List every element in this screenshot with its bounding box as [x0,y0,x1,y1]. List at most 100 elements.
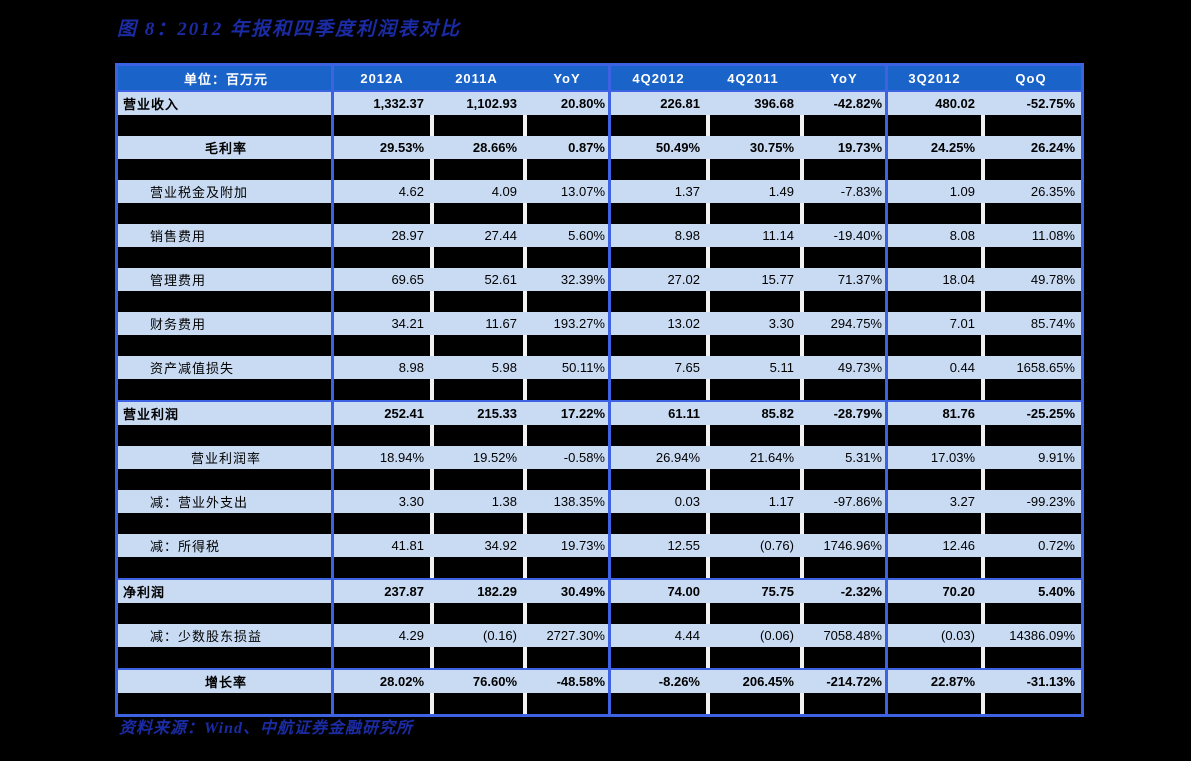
separator-cell [981,469,1081,490]
separator-cell [611,159,706,180]
table-row: 增长率 28.02% 76.60% -48.58% -8.26% 206.45% -214.… [118,668,1081,693]
row-label: 营业收入 [123,97,180,112]
value-cell: 12.55 [667,538,700,553]
separator-cell [334,159,430,180]
row-label: 减：所得税 [150,539,221,554]
separator-cell [430,159,523,180]
separator-cell [523,647,611,668]
value-cell: 70.20 [942,584,975,599]
value-cell: 28.66% [472,140,517,155]
group-divider-line [608,66,611,714]
separator-cell [706,425,800,446]
separator-cell [523,425,611,446]
value-cell: 3.30 [398,494,424,509]
separator-cell [888,335,981,356]
source-note: 资料来源：Wind、中航证券金融研究所 [119,720,413,737]
separator-cell [430,425,523,446]
column-header: QoQ [1015,70,1047,86]
value-cell: -97.86% [833,494,882,509]
value-cell: 49.78% [1030,272,1075,287]
separator-cell [706,159,800,180]
separator-cell [430,115,523,136]
row-label: 减：少数股东损益 [150,629,263,644]
value-cell: 5.11 [769,360,794,375]
value-cell: (0.76) [760,538,794,553]
value-cell: 4.09 [491,184,517,199]
row-label: 增长率 [204,675,247,690]
separator-cell [888,469,981,490]
table-row: 营业利润 252.41 215.33 17.22% 61.11 85.82 -28.79% 8… [118,400,1081,425]
separator-cell [800,335,888,356]
separator-cell [888,115,981,136]
value-cell: 7058.48% [823,628,882,643]
separator-cell [430,513,523,534]
separator-cell [888,603,981,624]
separator-cell [888,247,981,268]
value-cell: 8.98 [674,228,700,243]
separator-cell [118,603,334,624]
separator-cell [523,291,611,312]
value-cell: 27.02 [667,272,700,287]
value-cell: 5.98 [491,360,517,375]
separator-cell [430,693,523,714]
value-cell: -0.58% [563,450,605,465]
value-cell: 5.31% [845,450,882,465]
value-cell: 5.40% [1038,584,1075,599]
value-cell: 1746.96% [823,538,882,553]
row-label: 资产减值损失 [150,361,235,376]
separator-row [118,335,1081,356]
separator-cell [523,203,611,224]
separator-cell [118,647,334,668]
separator-cell [800,203,888,224]
table-row: 毛利率 29.53% 28.66% 0.87% 50.49% 30.75% 19.73% 24… [118,136,1081,159]
separator-cell [430,647,523,668]
unit-header-cell: 单位：百万元 [183,71,268,87]
separator-cell [118,335,334,356]
separator-cell [981,557,1081,578]
value-cell: 19.73% [837,140,882,155]
value-cell: 17.03% [930,450,975,465]
table-row: 净利润 237.87 182.29 30.49% 74.00 75.75 -2.32% 70.… [118,578,1081,603]
separator-cell [800,557,888,578]
value-cell: 24.25% [930,140,975,155]
value-cell: 30.49% [560,584,605,599]
separator-cell [706,335,800,356]
separator-cell [334,469,430,490]
column-header: 3Q2012 [908,70,961,86]
value-cell: 29.53% [379,140,424,155]
separator-cell [334,603,430,624]
separator-cell [334,513,430,534]
value-cell: 1.09 [949,184,975,199]
separator-cell [706,693,800,714]
separator-cell [706,513,800,534]
value-cell: 226.81 [660,96,700,111]
separator-row [118,115,1081,136]
value-cell: 34.21 [391,316,424,331]
separator-cell [523,603,611,624]
separator-row [118,693,1081,714]
separator-cell [611,647,706,668]
separator-cell [118,115,334,136]
value-cell: 11.67 [485,316,517,331]
separator-cell [611,203,706,224]
separator-cell [981,291,1081,312]
separator-cell [981,203,1081,224]
value-cell: 69.65 [391,272,424,287]
separator-row [118,603,1081,624]
separator-cell [430,379,523,400]
separator-cell [611,291,706,312]
separator-cell [523,247,611,268]
value-cell: (0.16) [483,628,517,643]
separator-row [118,557,1081,578]
row-label: 营业税金及附加 [150,185,249,200]
value-cell: 396.68 [754,96,794,111]
separator-cell [981,159,1081,180]
separator-row [118,159,1081,180]
separator-cell [430,603,523,624]
separator-cell [611,557,706,578]
separator-cell [981,603,1081,624]
value-cell: 28.97 [391,228,424,243]
value-cell: 182.29 [477,584,517,599]
value-cell: 52.61 [484,272,517,287]
table-row: 减：营业外支出 3.30 1.38 138.35% 0.03 1.17 -97.86% 3.2… [118,490,1081,513]
